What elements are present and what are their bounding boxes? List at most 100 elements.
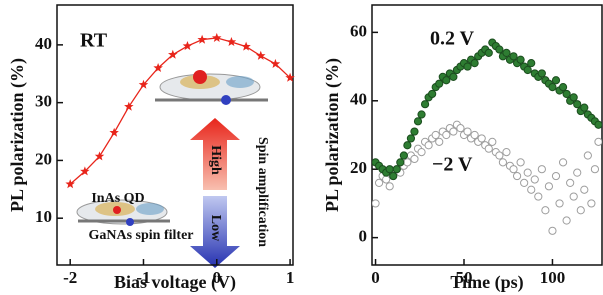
scatter-point	[436, 80, 443, 87]
scatter-point	[517, 159, 524, 166]
scatter-point	[471, 131, 478, 138]
scatter-point	[595, 121, 602, 128]
scatter-point	[549, 84, 556, 91]
scatter-point	[549, 227, 556, 234]
y-tick-label: 20	[350, 158, 367, 177]
scatter-point	[464, 128, 471, 135]
scatter-point	[499, 159, 506, 166]
star-marker	[212, 33, 222, 42]
scatter-point	[400, 152, 407, 159]
scatter-point	[464, 63, 471, 70]
annotation: RT	[80, 30, 108, 52]
scatter-point	[545, 183, 552, 190]
scatter-point	[485, 145, 492, 152]
plot-frame	[372, 5, 602, 265]
scatter-point	[510, 53, 517, 60]
scatter-point	[450, 73, 457, 80]
y-tick-label: 40	[35, 34, 52, 53]
scatter-point	[563, 217, 570, 224]
series-label: −2 V	[432, 154, 473, 176]
x-tick-label: 100	[540, 268, 566, 287]
scatter-point	[538, 70, 545, 77]
scatter-point	[421, 101, 428, 108]
scatter-point	[443, 77, 450, 84]
scatter-point	[407, 135, 414, 142]
scatter-point	[457, 125, 464, 132]
y-axis-label: PL polarization (%)	[7, 58, 28, 212]
scatter-point	[595, 138, 602, 145]
scatter-point	[414, 118, 421, 125]
scatter-point	[386, 183, 393, 190]
annotation: High	[208, 145, 223, 175]
scatter-point	[411, 128, 418, 135]
figure: -2-10110203040Bias voltage (V)PL polariz…	[0, 0, 603, 295]
scatter-point	[581, 186, 588, 193]
y-axis-label: PL polarization (%)	[322, 58, 343, 212]
scatter-point	[542, 207, 549, 214]
x-tick-label: 1	[286, 268, 295, 287]
scatter-point	[411, 155, 418, 162]
y-tick-label: 40	[350, 90, 367, 109]
star-marker	[197, 35, 207, 44]
scatter-point	[577, 207, 584, 214]
scatter-point	[471, 60, 478, 67]
star-marker	[256, 51, 266, 60]
scatter-point	[556, 200, 563, 207]
star-marker	[124, 102, 134, 111]
scatter-point	[524, 66, 531, 73]
y-tick-label: 0	[359, 227, 368, 246]
scatter-point	[581, 104, 588, 111]
scatter-point	[496, 152, 503, 159]
scatter-point	[552, 172, 559, 179]
scatter-point	[531, 176, 538, 183]
scatter-point	[432, 131, 439, 138]
scatter-point	[429, 90, 436, 97]
scatter-point	[574, 169, 581, 176]
scatter-point	[563, 90, 570, 97]
annotation: InAs QD	[91, 191, 144, 206]
star-marker	[227, 37, 237, 46]
scatter-point	[567, 179, 574, 186]
scatter-point	[538, 166, 545, 173]
scatter-point	[570, 94, 577, 101]
scatter-point	[584, 152, 591, 159]
series-label: 0.2 V	[430, 28, 475, 50]
scatter-point	[510, 166, 517, 173]
scatter-point	[383, 176, 390, 183]
scatter-clip-group	[372, 39, 602, 234]
x-axis-label: Bias voltage (V)	[114, 272, 236, 293]
scatter-point	[478, 135, 485, 142]
annotation: Low	[208, 215, 223, 242]
scatter-point	[496, 46, 503, 53]
scatter-point	[404, 159, 411, 166]
scatter-point	[443, 131, 450, 138]
scatter-point	[418, 149, 425, 156]
annotation: Spin amplification	[255, 137, 270, 247]
scatter-point	[513, 172, 520, 179]
scatter-point	[485, 49, 492, 56]
x-axis-label: Time (ps)	[450, 272, 523, 293]
scatter-point	[397, 159, 404, 166]
scatter-point	[524, 169, 531, 176]
scatter-point	[574, 101, 581, 108]
scatter-point	[559, 159, 566, 166]
scatter-point	[503, 49, 510, 56]
scatter-point	[570, 193, 577, 200]
scatter-point	[591, 166, 598, 173]
scatter-point	[528, 60, 535, 67]
scatter-point	[489, 138, 496, 145]
scatter-point	[588, 200, 595, 207]
y-tick-label: 60	[350, 21, 367, 40]
x-tick-label: -2	[63, 268, 77, 287]
scatter-point	[535, 193, 542, 200]
scatter-point	[425, 142, 432, 149]
y-tick-label: 30	[35, 92, 52, 111]
scatter-point	[393, 166, 400, 173]
scatter-point	[436, 138, 443, 145]
scatter-point	[372, 200, 379, 207]
scatter-point	[386, 166, 393, 173]
scatter-point	[450, 128, 457, 135]
scatter-point	[503, 149, 510, 156]
scatter-point	[404, 142, 411, 149]
scatter-point	[552, 77, 559, 84]
